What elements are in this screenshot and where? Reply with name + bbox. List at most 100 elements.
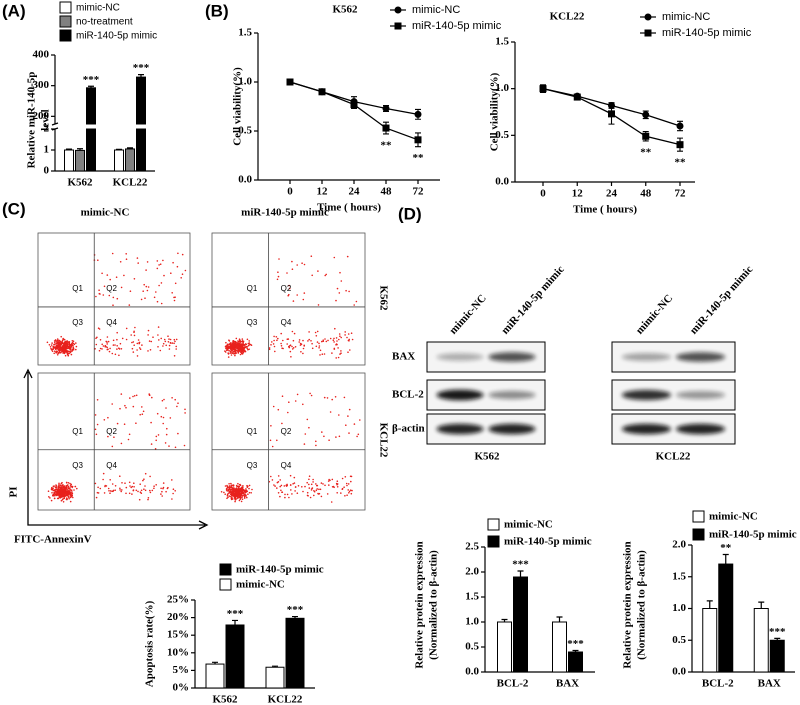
event-dot (321, 353, 324, 356)
event-dot (285, 485, 288, 487)
data-point (382, 104, 390, 112)
event-dot (357, 433, 360, 436)
event-dot (220, 491, 223, 493)
y-axis-label: Relative protein expression (414, 541, 426, 668)
event-dot (62, 501, 65, 503)
event-dot (294, 400, 297, 402)
legend-label: miR-140-5p mimic (76, 31, 157, 42)
event-dot (300, 343, 303, 346)
event-dot (112, 344, 115, 346)
event-dot (228, 347, 230, 350)
event-dot (282, 339, 284, 342)
event-dot (281, 491, 284, 494)
error-bar (272, 665, 278, 668)
event-dot (95, 343, 98, 346)
event-dot (59, 484, 62, 487)
panel-label: (C) (2, 199, 26, 218)
event-dot (133, 344, 135, 347)
event-dot (169, 342, 172, 344)
event-dot (349, 349, 351, 351)
error-bar (774, 637, 781, 641)
event-dot (144, 297, 146, 300)
x-tick-label: BAX (556, 678, 579, 690)
event-dot (107, 416, 109, 419)
event-dot (335, 299, 337, 302)
error-bar (722, 553, 729, 565)
event-dot (348, 492, 350, 494)
event-dot (240, 351, 243, 354)
x-tick-label: K562 (212, 694, 238, 705)
event-dot (347, 333, 350, 335)
event-dot (162, 345, 164, 347)
event-dot (138, 342, 140, 345)
event-dot (343, 396, 346, 399)
protein-label: BAX (392, 351, 415, 363)
event-dot (294, 486, 297, 488)
event-dot (119, 487, 121, 490)
event-dot (127, 438, 130, 441)
error-bar (706, 600, 713, 609)
event-dot (324, 274, 327, 277)
event-dot (279, 495, 281, 498)
event-dot (233, 350, 235, 353)
event-dot (241, 498, 244, 501)
quadrant-label: Q2 (281, 427, 292, 436)
event-dot (238, 491, 241, 494)
event-dot (60, 351, 62, 354)
event-dot (128, 433, 131, 436)
event-dot (309, 392, 311, 395)
event-dot (324, 484, 326, 487)
event-dot (303, 344, 306, 347)
event-dot (116, 348, 118, 350)
event-dot (158, 264, 160, 266)
event-dot (341, 477, 344, 480)
event-dot (94, 348, 96, 350)
blot-band (621, 389, 672, 401)
event-dot (336, 340, 338, 342)
event-dot (238, 499, 241, 502)
event-dot (55, 491, 57, 493)
event-dot (107, 487, 110, 490)
event-dot (303, 292, 306, 294)
event-dot (340, 492, 342, 494)
event-dot (174, 282, 177, 285)
y-tick-label: 20% (167, 611, 189, 623)
event-dot (291, 260, 293, 263)
event-dot (147, 497, 150, 499)
event-dot (119, 489, 121, 491)
event-dot (149, 349, 152, 351)
event-dot (237, 349, 240, 351)
event-dot (153, 296, 156, 299)
event-dot (140, 489, 143, 492)
event-dot (52, 494, 55, 496)
event-dot (58, 341, 61, 344)
y-axis-label: Cell viability(%) (232, 67, 244, 146)
event-dot (346, 336, 348, 339)
event-dot (226, 490, 228, 492)
event-dot (225, 347, 227, 350)
event-dot (281, 395, 284, 398)
event-dot (95, 337, 97, 340)
event-dot (334, 396, 337, 398)
event-dot (105, 340, 107, 343)
event-dot (225, 346, 227, 349)
event-dot (321, 340, 323, 343)
event-dot (71, 491, 73, 493)
event-dot (70, 494, 73, 496)
event-dot (310, 255, 313, 257)
significance-label: ** (675, 157, 687, 169)
event-dot (125, 406, 127, 409)
data-point (382, 124, 390, 132)
event-dot (353, 423, 356, 425)
event-dot (107, 340, 110, 343)
event-dot (118, 354, 120, 357)
event-dot (146, 289, 149, 292)
event-dot (302, 339, 304, 342)
event-dot (231, 492, 233, 495)
event-dot (298, 341, 301, 343)
event-dot (125, 338, 128, 341)
event-dot (155, 484, 157, 486)
chart-title: KCL22 (550, 11, 585, 23)
event-dot (67, 482, 70, 484)
event-dot (286, 483, 288, 486)
